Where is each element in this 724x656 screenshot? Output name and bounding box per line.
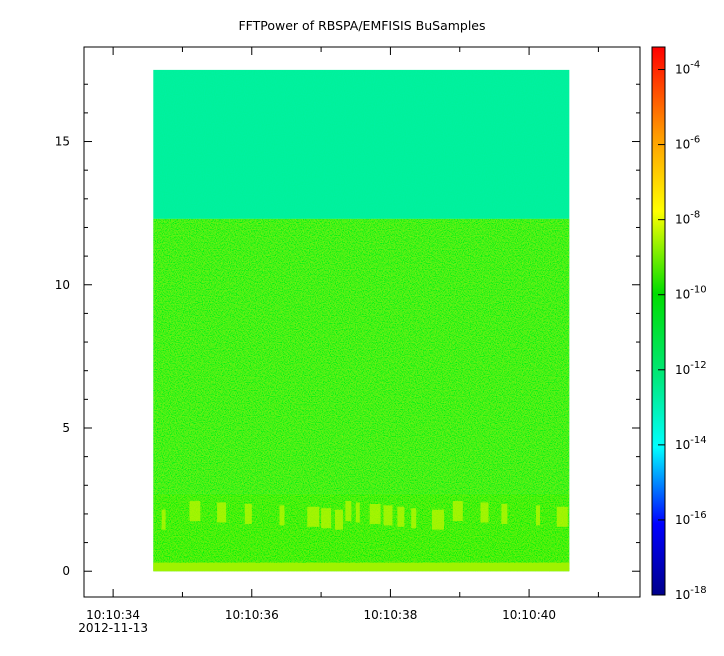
heatmap-burst <box>321 508 332 529</box>
heatmap-burst <box>369 503 381 524</box>
colorbar-tick-label: 10-14 <box>675 435 707 452</box>
heatmap-burst <box>189 501 201 522</box>
x-tick-label: 10:10:36 <box>225 608 279 622</box>
x-tick-label: 10:10:40 <box>502 608 556 622</box>
colorbar-tick-label: 10-4 <box>675 60 700 77</box>
colorbar-tick-label: 10-8 <box>675 210 700 227</box>
heatmap-burst <box>501 503 508 524</box>
x-tick-label: 10:10:34 <box>86 608 140 622</box>
y-tick-label: 5 <box>62 421 70 435</box>
spectrogram-heatmap <box>153 69 570 572</box>
heatmap-burst <box>411 508 417 529</box>
heatmap-burst <box>307 506 320 527</box>
heatmap-burst <box>355 502 360 523</box>
heatmap-burst <box>161 509 166 530</box>
colorbar-ticks: 10-4 10-6 10-8 10-10 10-12 10-14 10-16 10-18 <box>658 60 707 602</box>
heatmap-burst <box>383 505 393 526</box>
heatmap-burst <box>345 501 352 522</box>
heatmap-band <box>153 562 570 572</box>
colorbar: 10-4 10-6 10-8 10-10 10-12 10-14 10-16 10-18 <box>651 46 707 602</box>
heatmap-burst <box>334 509 343 530</box>
y-tick-label: 15 <box>55 135 70 149</box>
x-tick-label: 10:10:38 <box>363 608 417 622</box>
heatmap-burst <box>452 501 463 522</box>
heatmap-burst <box>217 502 227 523</box>
y-axis: 0 5 10 15 <box>55 83 640 578</box>
heatmap-burst <box>244 503 252 524</box>
heatmap-burst <box>556 506 568 527</box>
colorbar-gradient <box>651 46 666 596</box>
heatmap-burst <box>397 506 405 527</box>
colorbar-tick-label: 10-6 <box>675 135 700 152</box>
heatmap-burst <box>432 509 445 530</box>
heatmap-texture <box>153 69 570 219</box>
heatmap-burst <box>480 502 489 523</box>
y-tick-label: 10 <box>55 278 70 292</box>
y-tick-label: 0 <box>62 564 70 578</box>
x-tick-date-label: 2012-11-13 <box>78 621 148 635</box>
heatmap-texture <box>153 218 570 494</box>
heatmap-burst <box>536 505 541 526</box>
colorbar-tick-label: 10-18 <box>675 585 707 602</box>
chart-title: FFTPower of RBSPA/EMFISIS BuSamples <box>238 18 485 33</box>
colorbar-tick-label: 10-16 <box>675 510 707 527</box>
colorbar-tick-label: 10-12 <box>675 360 707 377</box>
heatmap-burst <box>279 505 285 526</box>
colorbar-tick-label: 10-10 <box>675 285 707 302</box>
